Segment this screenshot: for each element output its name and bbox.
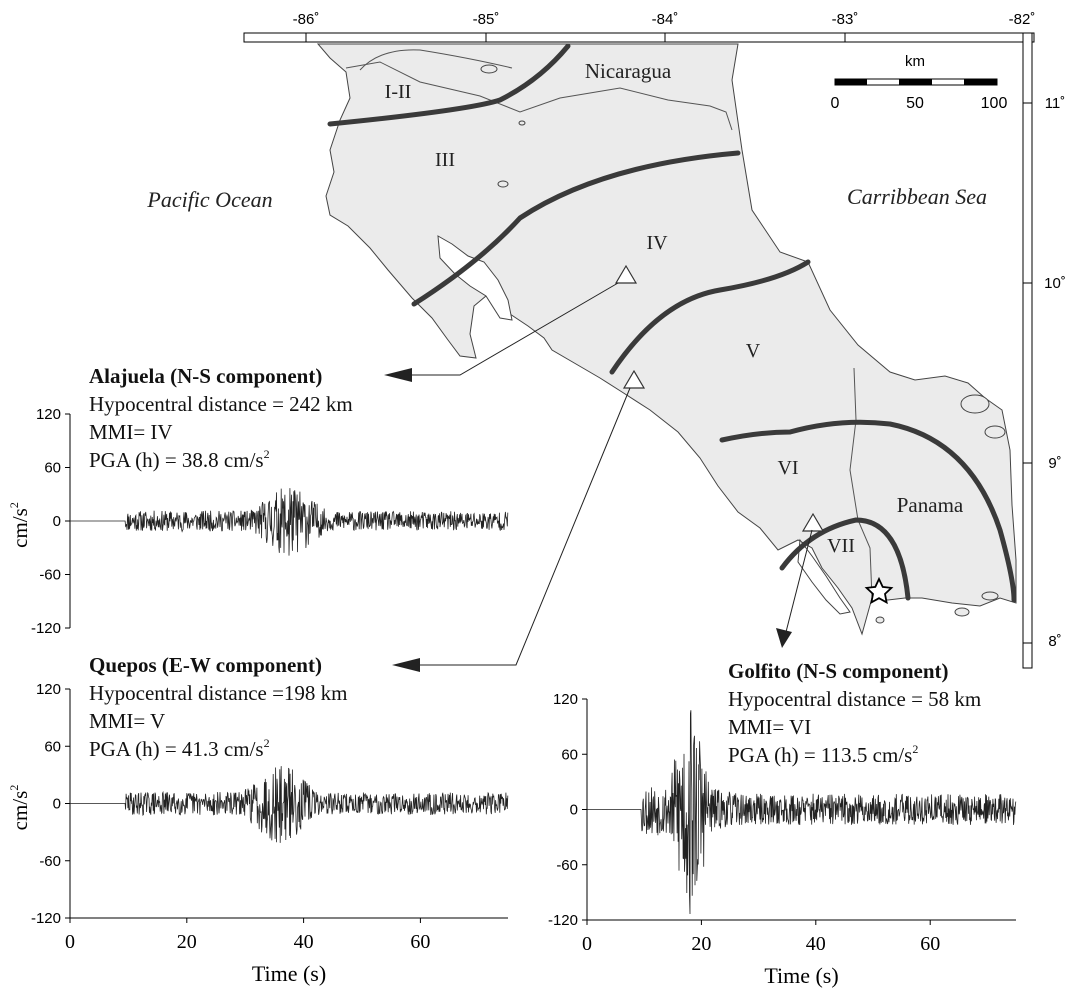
y-tick-label: 120	[36, 406, 61, 423]
y-tick-label: 0	[53, 796, 61, 813]
y-tick-label: 120	[36, 681, 61, 698]
arrow-quepos	[392, 658, 420, 672]
y-axis-label: cm/s2	[7, 785, 32, 831]
zone-label-vii: VII	[827, 535, 855, 557]
scale-tick-50: 50	[906, 95, 924, 112]
station-distance: Hypocentral distance = 242 km	[89, 392, 353, 416]
station-distance: Hypocentral distance =198 km	[89, 681, 348, 705]
station-title: Alajuela (N-S component)	[89, 364, 322, 388]
y-tick-label: 60	[44, 738, 61, 755]
isoseismal-lines	[327, 43, 1017, 603]
zone-label-i-ii: I-II	[385, 81, 412, 103]
station-pga: PGA (h) = 113.5 cm/s2	[728, 742, 918, 767]
zone-label-iii: III	[435, 149, 455, 171]
y-tick-label: -120	[31, 620, 61, 637]
arrow-alajuela	[384, 368, 412, 382]
station-marker-quepos	[622, 369, 646, 389]
lon-label-83: -83˚	[832, 11, 859, 28]
y-tick-label: -120	[31, 910, 61, 927]
y-tick-label: -120	[548, 912, 578, 929]
latitude-frame	[1022, 32, 1033, 669]
station-info-golfito: Golfito (N-S component) Hypocentral dist…	[728, 659, 981, 767]
y-tick-label: 60	[561, 746, 578, 763]
x-axis-label: Time (s)	[252, 961, 326, 986]
x-tick-label: 40	[806, 933, 826, 955]
y-tick-label: 0	[570, 802, 578, 819]
y-tick-label: -60	[39, 567, 61, 584]
scale-tick-100: 100	[981, 95, 1008, 112]
y-tick-label: -60	[556, 857, 578, 874]
border-nicaragua	[345, 61, 733, 131]
arrow-golfito	[776, 628, 792, 648]
seismogram-trace	[70, 488, 509, 556]
station-pga: PGA (h) = 41.3 cm/s2	[89, 736, 270, 761]
x-tick-label: 0	[65, 931, 75, 953]
x-tick-label: 60	[410, 931, 430, 953]
x-tick-label: 40	[294, 931, 314, 953]
station-info-alajuela: Alajuela (N-S component) Hypocentral dis…	[89, 364, 353, 472]
station-distance: Hypocentral distance = 58 km	[728, 687, 981, 711]
label-pacific-ocean: Pacific Ocean	[146, 187, 272, 212]
lon-label-85: -85˚	[473, 11, 500, 28]
scale-bar: km 0 50 100	[831, 53, 1008, 112]
station-mmi: MMI= IV	[89, 420, 173, 444]
station-mmi: MMI= V	[89, 709, 165, 733]
lake-nicaragua-shore	[359, 49, 513, 71]
scale-tick-0: 0	[831, 95, 840, 112]
lat-label-8: 8˚	[1048, 633, 1061, 650]
station-marker-golfito	[801, 512, 825, 532]
seismogram-trace	[587, 710, 1017, 915]
station-title: Golfito (N-S component)	[728, 659, 948, 683]
border-panama	[849, 367, 873, 599]
zone-label-vi: VI	[777, 457, 798, 479]
seismogram-trace	[70, 766, 509, 843]
y-tick-label: 120	[553, 691, 578, 708]
lat-label-10: 10˚	[1044, 275, 1066, 292]
y-axis-label: cm/s2	[7, 502, 32, 548]
lon-label-84: -84˚	[652, 11, 679, 28]
connectors	[412, 282, 813, 666]
map: -86˚ -85˚ -84˚ -83˚ -82˚ 11˚ 10˚ 9˚ 8˚	[146, 11, 1066, 672]
y-tick-label: 0	[53, 513, 61, 530]
isoseismal-line-3	[609, 259, 811, 375]
label-caribbean-sea: Carribbean Sea	[847, 184, 987, 209]
zone-label-v: V	[746, 340, 761, 362]
isoseismal-line-2	[411, 150, 741, 307]
label-nicaragua: Nicaragua	[585, 59, 672, 83]
station-info-quepos: Quepos (E-W component) Hypocentral dista…	[89, 653, 348, 761]
zone-label-iv: IV	[646, 232, 668, 254]
scale-unit-label: km	[905, 53, 925, 70]
x-tick-label: 20	[177, 931, 197, 953]
y-tick-label: 60	[44, 460, 61, 477]
isoseismal-line-5	[779, 517, 911, 601]
land-mass	[316, 43, 1017, 636]
epicenter-star-icon	[864, 576, 894, 605]
y-tick-label: -60	[39, 853, 61, 870]
chart-quepos: 120 60 0 -60 -120 cm/s2 0 20 40 60 Time (s)	[7, 681, 509, 986]
lon-label-86: -86˚	[293, 11, 320, 28]
isoseismal-line-1	[327, 43, 571, 127]
islands	[480, 64, 1006, 624]
lat-label-9: 9˚	[1048, 455, 1061, 472]
label-panama: Panama	[897, 493, 964, 517]
x-tick-label: 20	[691, 933, 711, 955]
golfo-dulce	[797, 538, 851, 615]
longitude-frame	[243, 32, 1035, 43]
x-tick-label: 0	[582, 933, 592, 955]
lon-label-82: -82˚	[1009, 11, 1036, 28]
chart-alajuela: 120 60 0 -60 -120 cm/s2	[7, 406, 509, 637]
x-axis-label: Time (s)	[764, 963, 838, 988]
station-title: Quepos (E-W component)	[89, 653, 322, 677]
station-pga: PGA (h) = 38.8 cm/s2	[89, 447, 270, 472]
x-tick-label: 60	[920, 933, 940, 955]
station-marker-alajuela	[614, 264, 638, 284]
isoseismal-line-4	[719, 419, 1017, 603]
station-mmi: MMI= VI	[728, 715, 811, 739]
lat-label-11: 11˚	[1045, 95, 1066, 112]
